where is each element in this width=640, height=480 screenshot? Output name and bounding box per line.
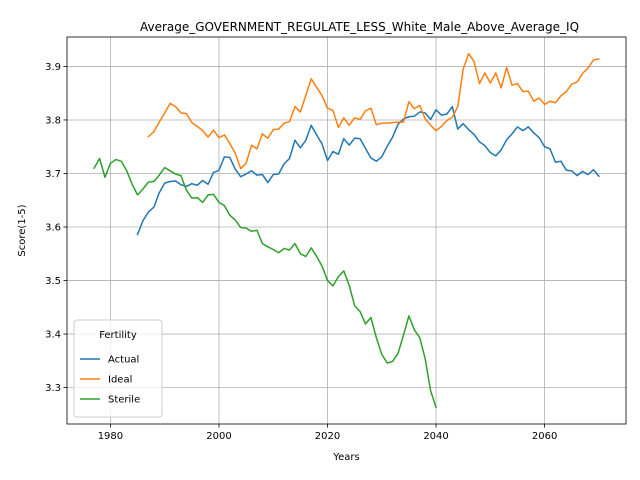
grid	[67, 37, 626, 424]
y-ticks: 3.3 3.4 3.5 3.6 3.7 3.8 3.9	[45, 62, 67, 394]
x-axis-label: Years	[332, 452, 359, 463]
legend-label-actual: Actual	[108, 355, 139, 366]
x-tick-label: 2060	[532, 431, 557, 442]
series-line-ideal	[147, 52, 600, 170]
y-tick-label: 3.3	[45, 383, 61, 394]
legend-box	[73, 319, 163, 418]
series-layer	[93, 52, 600, 409]
legend-label-ideal: Ideal	[108, 375, 132, 386]
x-tick-label: 2040	[423, 431, 448, 442]
y-tick-label: 3.7	[45, 169, 61, 180]
y-tick-label: 3.8	[45, 115, 61, 126]
plot-frame	[66, 36, 627, 425]
chart-title: Average_GOVERNMENT_REGULATE_LESS_White_M…	[140, 20, 579, 34]
y-axis-label: Score(1-5)	[17, 204, 28, 256]
x-tick-label: 1980	[98, 431, 123, 442]
y-tick-label: 3.4	[45, 330, 61, 341]
y-tick-label: 3.5	[45, 276, 61, 287]
legend-label-sterile: Sterile	[108, 395, 140, 406]
series-line-sterile	[93, 157, 437, 409]
series-line-actual	[136, 105, 600, 236]
x-tick-label: 2020	[315, 431, 340, 442]
x-tick-label: 2000	[206, 431, 231, 442]
x-ticks: 1980 2000 2020 2040 2060	[98, 424, 557, 442]
y-tick-label: 3.6	[45, 223, 61, 234]
legend-title: Fertility	[99, 330, 137, 341]
legend-items: Actual Ideal Sterile	[80, 355, 140, 406]
y-tick-label: 3.9	[45, 62, 61, 73]
legend: Fertility Actual Ideal Sterile	[73, 319, 163, 418]
